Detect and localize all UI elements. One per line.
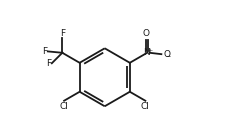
Text: +: + [147, 48, 152, 53]
Text: Cl: Cl [59, 102, 68, 111]
Text: −: − [164, 54, 169, 59]
Text: N: N [142, 48, 149, 57]
Text: O: O [142, 29, 149, 38]
Text: O: O [162, 50, 169, 59]
Text: Cl: Cl [140, 102, 149, 111]
Text: F: F [59, 29, 65, 38]
Text: F: F [42, 47, 47, 56]
Text: F: F [46, 59, 51, 68]
